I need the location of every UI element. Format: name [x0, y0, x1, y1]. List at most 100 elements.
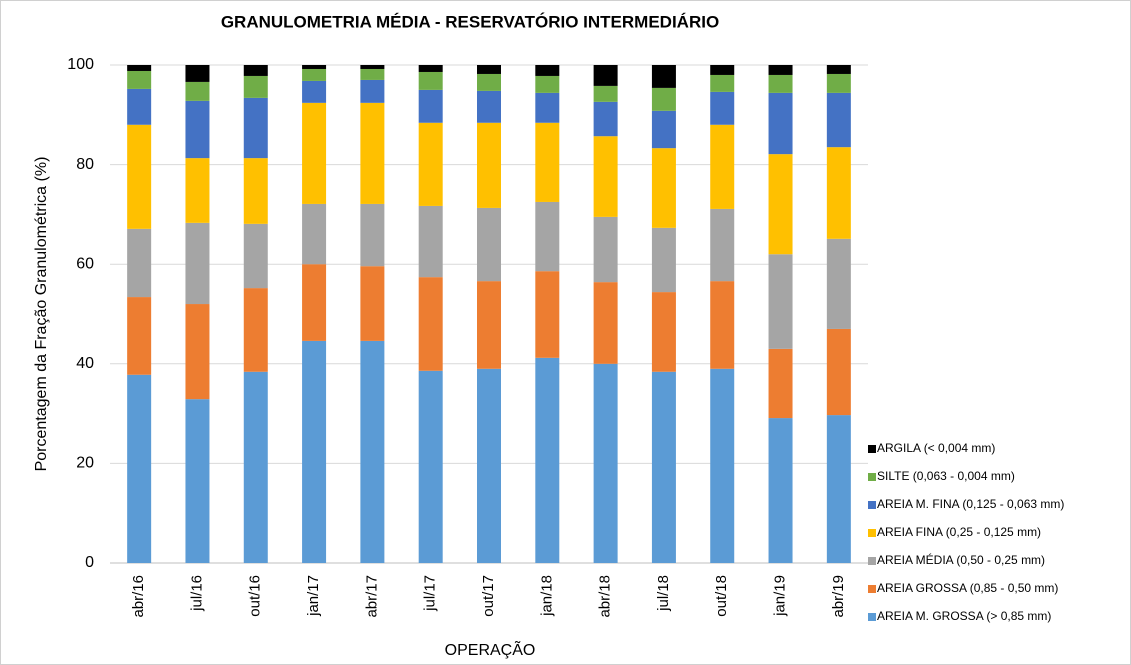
x-tick-label: abr/18 — [597, 575, 614, 618]
bar-segment — [535, 357, 560, 563]
bar-segment — [302, 80, 327, 103]
bar-segment — [127, 70, 152, 89]
bar-segment — [185, 222, 210, 305]
bar-segment — [418, 122, 443, 206]
bar-segment — [243, 371, 268, 563]
y-tick-label: 0 — [85, 554, 94, 571]
bar-segment — [360, 65, 385, 69]
legend-label: AREIA M. FINA (0,125 - 0,063 mm) — [877, 497, 1064, 511]
bar-segment — [768, 65, 793, 75]
bar-segment — [593, 65, 618, 86]
bar-segment — [826, 65, 851, 74]
bar-segment — [535, 65, 560, 76]
bar-segment — [710, 91, 735, 125]
bar-segment — [360, 203, 385, 267]
bar-segment — [477, 90, 501, 123]
bar-segment — [651, 227, 676, 293]
bar-segment — [651, 110, 676, 149]
legend-swatch — [868, 445, 876, 453]
bar-segment — [302, 102, 327, 204]
bar-segment — [768, 418, 793, 563]
bar-segment — [651, 371, 676, 563]
x-tick-label: jan/19 — [772, 575, 789, 617]
bar-segment — [826, 238, 851, 329]
bar-segment — [477, 65, 501, 74]
y-tick-label: 80 — [76, 156, 94, 173]
bar-segment — [710, 208, 735, 282]
bar-segment — [593, 101, 618, 137]
bar-segment — [768, 92, 793, 155]
bar-segment — [243, 97, 268, 159]
bar-segment — [243, 65, 268, 76]
bar-segment — [418, 370, 443, 563]
bar-segment — [360, 266, 385, 341]
x-tick-label: abr/17 — [363, 575, 380, 618]
bar-segment — [477, 368, 501, 563]
x-tick-label: abr/16 — [130, 575, 147, 618]
bar-segment — [593, 136, 618, 217]
bar-segment — [651, 87, 676, 111]
bar-segment — [710, 65, 735, 75]
y-axis-label: Porcentagem da Fração Granulométrica (%) — [33, 157, 50, 472]
bar-segment — [185, 304, 210, 400]
bar-segment — [302, 65, 327, 69]
bar-segment — [768, 154, 793, 255]
bar-segment — [418, 277, 443, 371]
bar-segment — [651, 148, 676, 228]
bar-segment — [710, 124, 735, 209]
legend-swatch — [868, 473, 876, 481]
bar-segment — [651, 65, 676, 88]
bar-segment — [418, 71, 443, 90]
bar-segment — [535, 271, 560, 358]
bar-segment — [477, 281, 501, 369]
bar-segment — [360, 102, 385, 204]
bar-segment — [826, 328, 851, 416]
bar-segment — [477, 73, 501, 91]
x-axis-label: OPERAÇÃO — [445, 639, 536, 659]
bar-segment — [418, 205, 443, 278]
bar-segment — [243, 158, 268, 224]
bar-segment — [651, 292, 676, 372]
bar-segment — [185, 158, 210, 223]
legend-label: AREIA M. GROSSA (> 0,85 mm) — [877, 609, 1051, 623]
bar-segment — [185, 399, 210, 563]
x-tick-label: jan/18 — [538, 575, 555, 617]
bar-segment — [360, 68, 385, 80]
bar-segment — [593, 216, 618, 283]
legend-swatch — [868, 529, 876, 537]
bar-segment — [185, 100, 210, 159]
bar-segment — [360, 340, 385, 563]
bar-segment — [535, 122, 560, 202]
bar-segment — [768, 254, 793, 349]
bar-segment — [593, 85, 618, 102]
chart-title: GRANULOMETRIA MÉDIA - RESERVATÓRIO INTER… — [221, 12, 719, 31]
bar-segment — [302, 340, 327, 563]
bar-segment — [768, 74, 793, 93]
bar-segment — [185, 65, 210, 82]
bar-segment — [418, 89, 443, 123]
bar-segment — [477, 122, 501, 208]
x-tick-label: jul/17 — [422, 575, 439, 612]
x-tick-label: out/17 — [480, 575, 497, 617]
bar-segment — [826, 92, 851, 148]
bar-segment — [535, 92, 560, 123]
bar-segment — [710, 281, 735, 369]
bar-segment — [418, 65, 443, 72]
legend-label: ARGILA (< 0,004 mm) — [877, 441, 995, 455]
bar-segment — [593, 363, 618, 563]
legend-swatch — [868, 613, 876, 621]
bar-segment — [360, 79, 385, 103]
x-tick-label: jan/17 — [305, 575, 322, 617]
legend-label: AREIA GROSSA (0,85 - 0,50 mm) — [877, 581, 1058, 595]
legend-swatch — [868, 585, 876, 593]
legend-swatch — [868, 557, 876, 565]
bar-segment — [477, 207, 501, 282]
bar-segment — [127, 297, 152, 375]
bar-segment — [710, 368, 735, 563]
bar-segment — [127, 124, 152, 229]
bar-segment — [127, 228, 152, 298]
legend-label: SILTE (0,063 - 0,004 mm) — [877, 469, 1015, 483]
bar-segment — [535, 201, 560, 272]
x-tick-label: out/16 — [247, 575, 264, 617]
legend-swatch — [868, 501, 876, 509]
